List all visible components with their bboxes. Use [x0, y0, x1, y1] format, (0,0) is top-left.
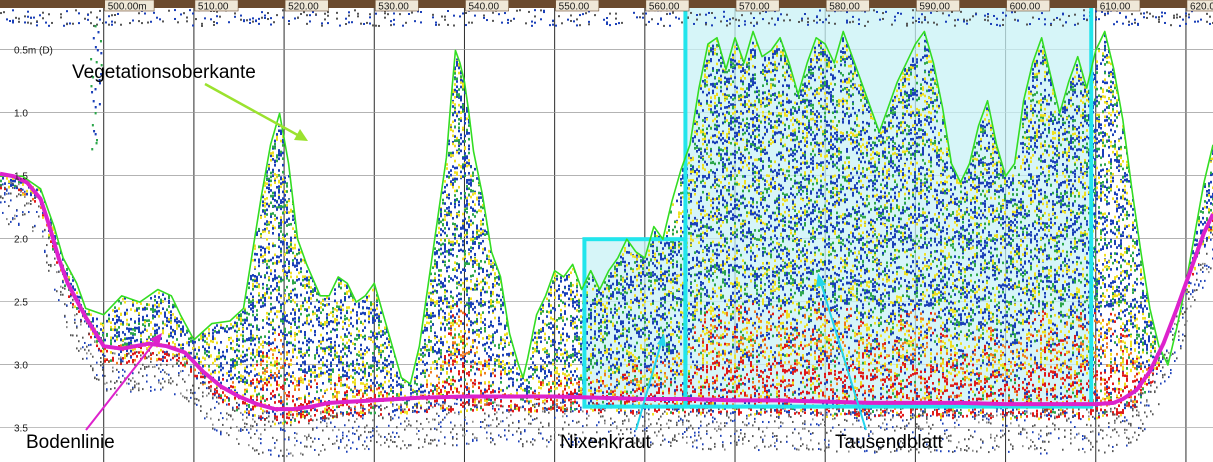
y-tick-label-3: 2.0 [14, 234, 28, 245]
annotation-tausendblatt: Tausendblatt [816, 273, 943, 453]
series-line-vegetationsoberkante [0, 30, 1213, 385]
x-tick-label-2: 520.00 [288, 2, 319, 13]
arrowhead-vegetationsoberkante [294, 129, 308, 141]
x-tick-label-9: 590.00 [919, 2, 950, 13]
x-tick-label-3: 530.00 [378, 2, 409, 13]
arrowhead-nixenkraut [657, 334, 666, 347]
ruler-bar [0, 0, 1213, 8]
x-tick-box-10 [1006, 0, 1051, 12]
series-line-bodenlinie [0, 171, 1213, 412]
x-tick-label-8: 580.00 [829, 2, 860, 13]
echo-returns [0, 8, 1213, 458]
label-nixenkraut: Nixenkraut [560, 432, 652, 453]
sub-bottom-scatter [0, 181, 1213, 458]
arrow-nixenkraut [635, 339, 663, 431]
series-lines [0, 30, 1213, 412]
annotation-vegetationsoberkante: Vegetationsoberkante [72, 62, 308, 141]
y-tick-label-4: 2.5 [14, 297, 28, 308]
echo-speckles [0, 33, 1213, 426]
x-tick-label-4: 540.00 [468, 2, 499, 13]
x-tick-label-12: 620.00 [1190, 2, 1213, 13]
y-tick-label-5: 3.0 [14, 360, 28, 371]
x-tick-box-11 [1096, 0, 1141, 12]
x-tick-box-0 [104, 0, 155, 12]
x-tick-label-1: 510.00 [198, 2, 229, 13]
arrowhead-tausendblatt [816, 273, 826, 287]
x-tick-label-7: 570.00 [739, 2, 770, 13]
y-tick-label-2: 1.5 [14, 172, 28, 183]
x-tick-label-6: 560.00 [649, 2, 680, 13]
x-tick-box-8 [825, 0, 870, 12]
arrowhead-bodenlinie [150, 333, 162, 346]
y-tick-label-1: 1.0 [14, 109, 28, 120]
x-tick-box-12 [1186, 0, 1213, 12]
annotation-bodenlinie: Bodenlinie [26, 333, 162, 453]
x-tick-box-3 [374, 0, 419, 12]
x-tick-box-4 [465, 0, 509, 12]
x-tick-label-10: 600.00 [1010, 2, 1041, 13]
arrow-bodenlinie [85, 337, 159, 431]
label-vegetationsoberkante: Vegetationsoberkante [72, 62, 256, 83]
x-tick-box-9 [916, 0, 960, 12]
x-tick-box-7 [735, 0, 780, 12]
x-tick-box-1 [194, 0, 239, 12]
arrow-tausendblatt [819, 279, 867, 431]
x-tick-box-2 [284, 0, 329, 12]
annotation-nixenkraut: Nixenkraut [560, 334, 666, 453]
x-tick-box-5 [555, 0, 600, 12]
y-tick-label-6: 3.5 [14, 423, 28, 434]
surface-noise [0, 9, 1213, 151]
label-bodenlinie: Bodenlinie [26, 432, 115, 453]
y-tick-label-0: 0.5m (D) [14, 46, 53, 57]
x-tick-label-11: 610.00 [1100, 2, 1131, 13]
distance-ruler: 500.00m 510.00 520.00 530.00 540.00 550.00 560… [0, 0, 1213, 13]
x-tick-box-6 [645, 0, 690, 12]
label-tausendblatt: Tausendblatt [835, 432, 943, 453]
depth-axis: 0.5m (D) 1.0 1.5 2.0 2.5 3.0 3.5 [14, 46, 53, 435]
x-tick-label-5: 550.00 [559, 2, 590, 13]
x-tick-label-0: 500.00m [108, 2, 147, 13]
arrow-vegetationsoberkante [204, 82, 304, 140]
